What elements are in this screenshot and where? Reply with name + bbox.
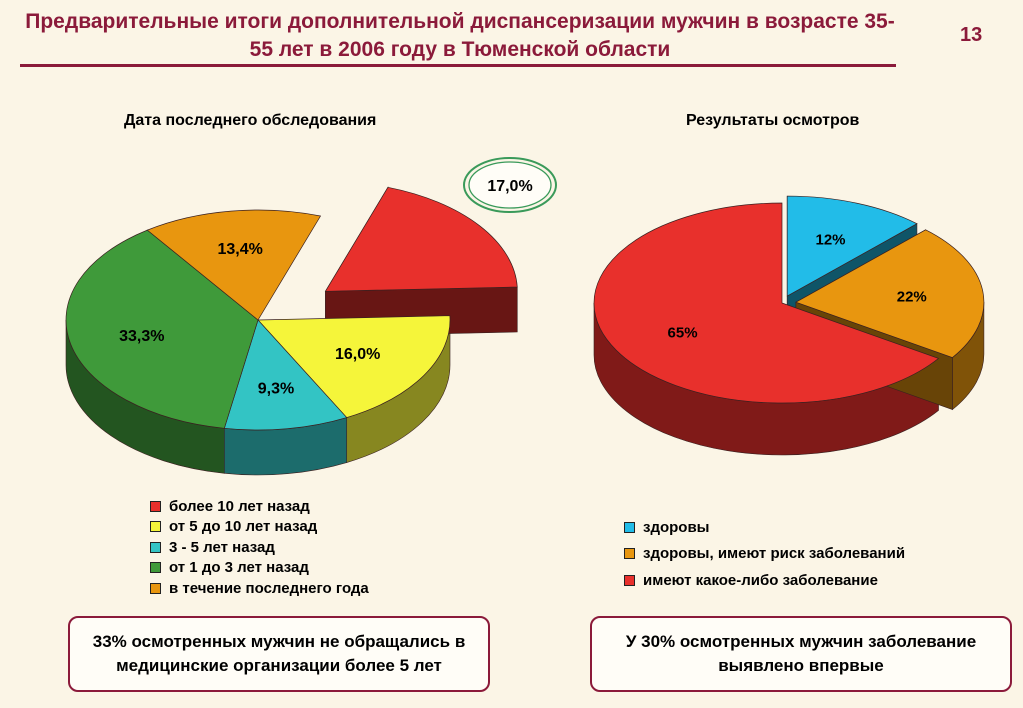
legend-swatch	[150, 521, 161, 533]
pie-slice	[795, 229, 985, 358]
legend-item: здоровы, имеют риск заболеваний	[624, 541, 905, 568]
legend-label: здоровы	[643, 518, 710, 536]
legend-swatch	[150, 500, 161, 512]
legend-label: в течение последнего года	[169, 579, 369, 597]
legend-swatch	[624, 548, 635, 560]
pie-slice	[223, 319, 348, 431]
note-right: У 30% осмотренных мужчин заболевание выя…	[590, 616, 1012, 692]
legend-item: здоровы	[624, 514, 905, 541]
legend-swatch	[150, 582, 161, 594]
highlight-ring	[463, 157, 557, 213]
legend-item: от 1 до 3 лет назад	[150, 558, 369, 579]
legend-item: более 10 лет назад	[150, 496, 369, 517]
legend-swatch	[150, 562, 161, 574]
legend-item: в течение последнего года	[150, 578, 369, 599]
note-left-text: 33% осмотренных мужчин не обращались в м…	[92, 632, 466, 675]
legend-item: от 5 до 10 лет назад	[150, 517, 369, 538]
legend-swatch	[150, 541, 161, 553]
legend-label: от 1 до 3 лет назад	[169, 559, 309, 577]
data-label: 33,3%	[119, 328, 164, 345]
pie-slice	[593, 202, 940, 404]
legend-exam-results: здоровы здоровы, имеют риск заболеваний …	[624, 514, 905, 594]
data-label: 9,3%	[258, 380, 294, 397]
legend-last-exam-date: более 10 лет назад от 5 до 10 лет назад …	[150, 496, 369, 599]
highlight-ring	[468, 161, 552, 209]
legend-label: здоровы, имеют риск заболеваний	[643, 545, 906, 563]
slide-title: Предварительные итоги дополнительной дис…	[25, 10, 895, 61]
slide-number: 13	[960, 24, 983, 46]
pie-chart-last-exam-date: 17,0% 16,0% 9,3% 33,3% 13,4%	[65, 157, 557, 476]
legend-label: 3 - 5 лет назад	[169, 538, 275, 556]
data-label: 17,0%	[487, 178, 532, 195]
title-underline	[20, 64, 896, 67]
pie-slice	[324, 186, 518, 292]
data-label: 12%	[816, 232, 846, 249]
pie-slice	[786, 195, 918, 297]
chart1-title: Дата последнего обследования	[124, 112, 377, 129]
legend-swatch	[624, 521, 635, 533]
pie-chart-exam-results: 12% 22% 65%	[593, 195, 985, 456]
chart2-title: Результаты осмотров	[686, 112, 860, 129]
note-left: 33% осмотренных мужчин не обращались в м…	[68, 616, 490, 692]
note-right-text: У 30% осмотренных мужчин заболевание выя…	[625, 632, 977, 675]
data-label: 13,4%	[217, 241, 262, 258]
pie-slice	[257, 315, 451, 418]
pie-slice	[65, 229, 259, 429]
legend-item: 3 - 5 лет назад	[150, 537, 369, 558]
legend-swatch	[624, 574, 635, 586]
legend-item: имеют какое-либо заболевание	[624, 567, 905, 594]
data-label: 65%	[668, 324, 698, 341]
legend-label: от 5 до 10 лет назад	[169, 518, 318, 536]
pie-slice	[146, 209, 322, 321]
data-label: 16,0%	[335, 346, 380, 363]
legend-label: имеют какое-либо заболевание	[643, 571, 878, 589]
legend-label: более 10 лет назад	[169, 497, 310, 515]
data-label: 22%	[897, 288, 927, 305]
